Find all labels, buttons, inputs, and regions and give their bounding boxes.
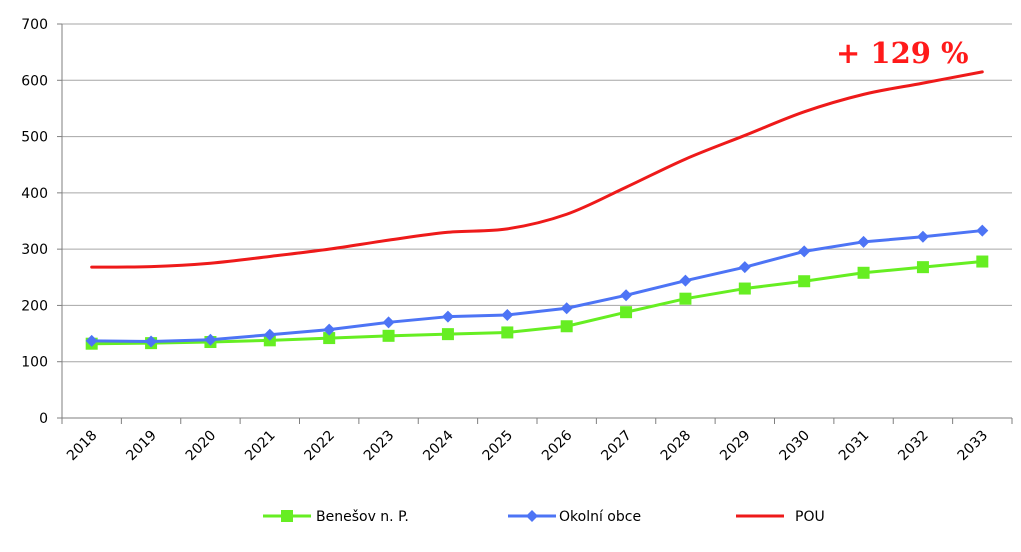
x-tick-label-2031: 2031 (836, 428, 873, 465)
y-tick-labels: 0 100 200 300 400 500 600 700 (21, 17, 48, 427)
x-tick-label-2029: 2029 (717, 428, 754, 465)
data-point (976, 224, 989, 237)
data-point (620, 306, 633, 319)
legend-item-1: Okolní obce (508, 509, 641, 525)
data-point (501, 326, 514, 339)
data-point (679, 292, 692, 305)
data-point (560, 302, 573, 315)
data-point (620, 289, 633, 302)
data-point (916, 261, 929, 274)
data-point (441, 310, 454, 323)
x-tick-label-2022: 2022 (302, 428, 339, 465)
data-point (857, 235, 870, 248)
y-tick-label-200: 200 (21, 298, 48, 314)
data-point (738, 282, 751, 295)
data-point (323, 323, 336, 336)
data-point (916, 230, 929, 243)
x-tick-label-2023: 2023 (361, 428, 398, 465)
data-point (560, 320, 573, 333)
series-line-0 (90, 260, 984, 346)
series-line-1 (90, 229, 984, 343)
y-tick-label-500: 500 (21, 130, 48, 146)
growth-annotation: + 129 % (836, 36, 969, 70)
legend-label: Benešov n. P. (316, 509, 409, 525)
x-tick-label-2027: 2027 (598, 428, 635, 465)
data-point (798, 245, 811, 258)
x-tick-label-2021: 2021 (242, 428, 279, 465)
x-tick-label-2019: 2019 (123, 428, 160, 465)
data-point (501, 308, 514, 321)
y-tick-label-100: 100 (21, 355, 48, 371)
data-point (323, 332, 336, 345)
data-point (738, 261, 751, 274)
data-point (382, 316, 395, 329)
data-point (976, 255, 989, 268)
axes (57, 23, 1013, 424)
legend-item-0: Benešov n. P. (263, 509, 409, 525)
legend-label: Okolní obce (559, 509, 641, 525)
x-tick-label-2024: 2024 (420, 427, 457, 464)
series-0 (85, 255, 989, 350)
legend-item-2: POU (736, 509, 825, 525)
y-tick-label-400: 400 (21, 186, 48, 202)
series-group (85, 70, 989, 350)
x-tick-label-2032: 2032 (895, 428, 932, 465)
legend: Benešov n. P. Okolní obce POU (263, 509, 825, 525)
data-point (382, 329, 395, 342)
x-tick-label-2026: 2026 (539, 427, 576, 464)
x-tick-label-2018: 2018 (64, 428, 101, 465)
legend-label: POU (795, 509, 825, 525)
x-tick-label-2030: 2030 (777, 428, 814, 465)
series-line-2 (90, 70, 984, 269)
series-2 (90, 70, 984, 269)
data-point (441, 328, 454, 341)
series-1 (85, 224, 989, 348)
x-tick-labels: 2018 2019 2020 2021 2022 2023 2024 2025 2026 2027… (64, 427, 991, 464)
y-tick-label-600: 600 (21, 73, 48, 89)
data-point (263, 328, 276, 341)
data-point (204, 333, 217, 346)
gridlines (62, 23, 1012, 363)
legend-swatch-marker (281, 510, 293, 522)
x-tick-label-2025: 2025 (480, 428, 517, 465)
x-tick-label-2020: 2020 (183, 428, 220, 465)
data-point (145, 335, 158, 348)
data-point (85, 334, 98, 347)
data-point (679, 274, 692, 287)
y-tick-label-0: 0 (39, 411, 48, 427)
x-tick-label-2033: 2033 (955, 428, 992, 465)
legend-swatch-marker (526, 510, 538, 522)
x-tick-label-2028: 2028 (658, 428, 695, 465)
data-point (857, 266, 870, 279)
y-tick-label-300: 300 (21, 242, 48, 258)
data-point (798, 275, 811, 288)
y-tick-label-700: 700 (21, 17, 48, 33)
